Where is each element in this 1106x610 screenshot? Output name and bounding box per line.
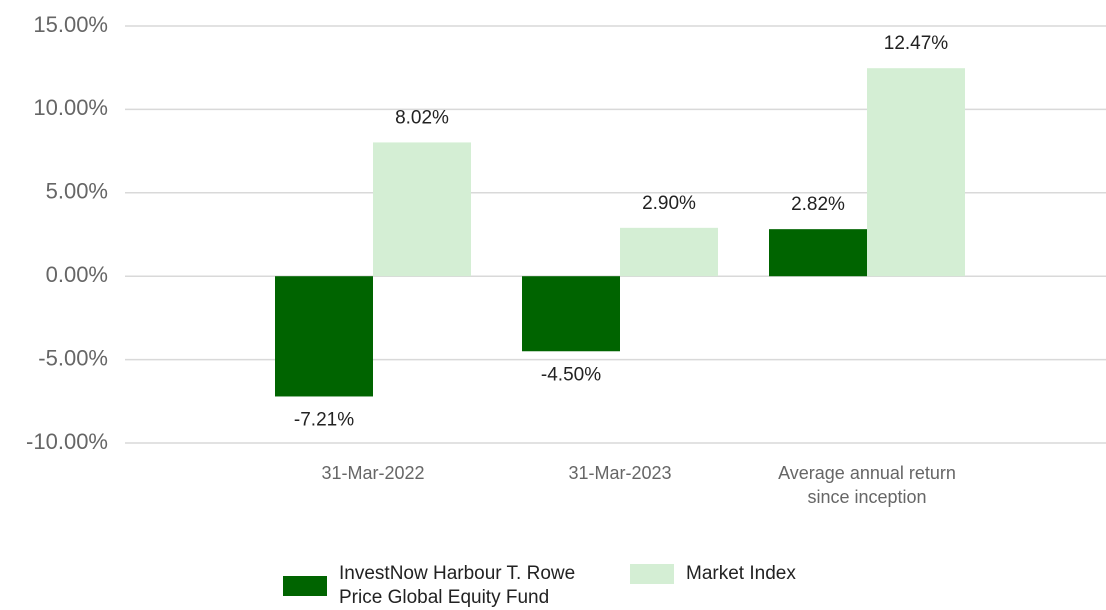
x-tick-label: Average annual return since inception bbox=[778, 463, 956, 507]
y-tick-label: -5.00% bbox=[38, 345, 108, 370]
y-tick-label: -10.00% bbox=[26, 429, 108, 454]
legend-swatch bbox=[630, 564, 674, 584]
bar bbox=[522, 276, 620, 352]
legend-item: InvestNow Harbour T. Rowe Price Global E… bbox=[283, 562, 583, 610]
value-label: -4.50% bbox=[541, 364, 601, 385]
value-label: 12.47% bbox=[884, 33, 949, 54]
x-tick-label: 31-Mar-2022 bbox=[321, 463, 425, 483]
legend-label: InvestNow Harbour T. Rowe Price Global E… bbox=[339, 563, 576, 608]
value-label: 2.82% bbox=[791, 194, 845, 215]
value-label: 8.02% bbox=[395, 107, 449, 128]
bar bbox=[620, 227, 718, 277]
legend-item: Market Index bbox=[630, 562, 830, 586]
y-tick-label: 15.00% bbox=[33, 12, 108, 37]
bar bbox=[769, 229, 867, 277]
bar bbox=[275, 276, 373, 397]
bar bbox=[373, 142, 471, 277]
y-tick-label: 10.00% bbox=[33, 95, 108, 120]
bar bbox=[867, 68, 965, 277]
x-tick-label: 31-Mar-2023 bbox=[568, 463, 672, 483]
y-tick-label: 5.00% bbox=[46, 179, 108, 204]
legend-swatch bbox=[283, 576, 327, 596]
y-tick-label: 0.00% bbox=[46, 262, 108, 287]
legend-label: Market Index bbox=[686, 563, 796, 584]
value-label: 2.90% bbox=[642, 193, 696, 214]
value-label: -7.21% bbox=[294, 409, 354, 430]
